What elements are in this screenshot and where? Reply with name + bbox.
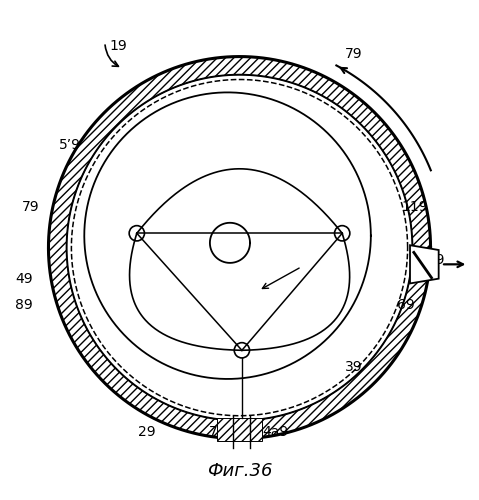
Text: 49: 49 [15, 272, 33, 285]
Text: 79: 79 [22, 200, 40, 214]
Text: 5’9: 5’9 [59, 138, 81, 152]
Text: 69: 69 [397, 298, 415, 312]
Text: Фиг.36: Фиг.36 [207, 462, 272, 479]
Polygon shape [410, 245, 439, 284]
Text: 39: 39 [344, 360, 362, 374]
Text: 79: 79 [344, 47, 362, 61]
Text: 109: 109 [419, 252, 445, 266]
Text: 19: 19 [110, 39, 127, 53]
Text: 89: 89 [15, 298, 33, 312]
Text: 119: 119 [402, 200, 429, 214]
Polygon shape [217, 418, 262, 441]
Text: 4a9: 4a9 [262, 426, 288, 440]
Polygon shape [48, 56, 431, 438]
Text: 79: 79 [209, 426, 227, 440]
Text: 29: 29 [137, 426, 155, 440]
